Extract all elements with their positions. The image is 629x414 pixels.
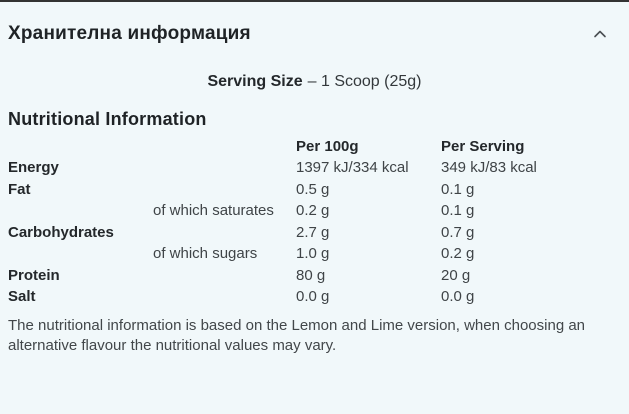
chevron-up-icon[interactable] xyxy=(593,27,607,41)
row-per-serving: 0.7 g xyxy=(441,223,475,241)
table-row-energy: Energy 1397 kJ/334 kcal 349 kJ/83 kcal xyxy=(8,157,629,179)
table-row-sugars: of which sugars 1.0 g 0.2 g xyxy=(8,243,629,265)
nutrition-accordion-header[interactable]: Хранителна информация xyxy=(0,22,629,46)
row-label: Protein xyxy=(8,266,60,284)
table-row-saturates: of which saturates 0.2 g 0.1 g xyxy=(8,200,629,222)
serving-size-label: Serving Size xyxy=(207,73,303,90)
row-label: Energy xyxy=(8,159,59,176)
table-row-salt: Salt 0.0 g 0.0 g xyxy=(8,286,629,308)
panel-top-border xyxy=(0,0,629,2)
row-per-100g: 2.7 g xyxy=(296,223,330,241)
table-row-protein: Protein 80 g 20 g xyxy=(8,265,629,287)
column-header-per-serving: Per Serving xyxy=(441,138,525,155)
row-label: Fat xyxy=(8,180,31,198)
serving-size-line: Serving Size – 1 Scoop (25g) xyxy=(0,72,629,92)
table-row-fat: Fat 0.5 g 0.1 g xyxy=(8,179,629,201)
row-per-serving: 0.2 g xyxy=(441,245,475,262)
row-per-serving: 0.1 g xyxy=(441,202,475,219)
row-per-serving: 349 kJ/83 kcal xyxy=(441,159,537,176)
row-per-100g: 0.2 g xyxy=(296,202,330,219)
row-label: of which sugars xyxy=(153,245,258,262)
row-per-100g: 0.0 g xyxy=(296,288,330,305)
table-header-row: Per 100g Per Serving xyxy=(8,136,629,157)
row-label: Salt xyxy=(8,288,36,305)
nutrition-footnote: The nutritional information is based on … xyxy=(8,316,586,354)
row-per-serving: 0.0 g xyxy=(441,288,475,305)
row-per-100g: 1.0 g xyxy=(296,245,330,262)
nutritional-information-heading: Nutritional Information xyxy=(8,109,207,129)
row-label: of which saturates xyxy=(153,202,274,219)
row-per-serving: 0.1 g xyxy=(441,180,475,198)
row-label: Carbohydrates xyxy=(8,223,114,241)
serving-size-value: – 1 Scoop (25g) xyxy=(307,73,422,90)
table-row-carbohydrates: Carbohydrates 2.7 g 0.7 g xyxy=(8,222,629,244)
row-per-100g: 0.5 g xyxy=(296,180,330,198)
row-per-100g: 1397 kJ/334 kcal xyxy=(296,159,409,176)
nutrition-table: Per 100g Per Serving Energy 1397 kJ/334 … xyxy=(0,136,629,308)
column-header-per-100g: Per 100g xyxy=(296,138,359,155)
row-per-100g: 80 g xyxy=(296,266,326,284)
accordion-title: Хранителна информация xyxy=(8,23,251,44)
row-per-serving: 20 g xyxy=(441,266,471,284)
